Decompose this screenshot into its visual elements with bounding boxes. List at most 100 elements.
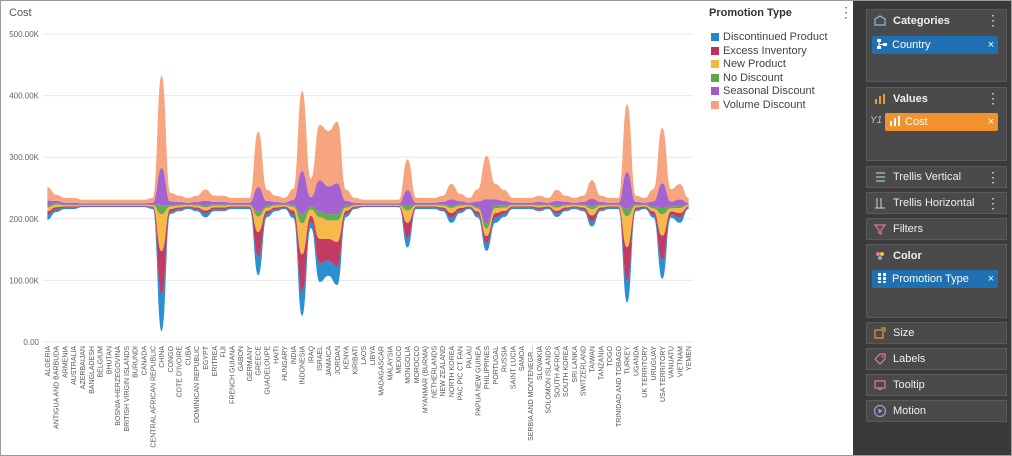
play-icon — [873, 404, 887, 418]
categories-menu-icon[interactable]: ⋮ — [986, 12, 1000, 28]
x-tick-label: INDIA — [291, 346, 298, 365]
x-tick-label: IRAQ — [308, 345, 315, 363]
streamgraph-chart[interactable]: 0.00 100.00K 200.00K 300.00K 400.00K 500.00K A… — [1, 1, 701, 456]
x-tick-label: FIJI — [221, 346, 228, 358]
x-tick-label: KIRIBATI — [352, 346, 359, 375]
x-tick-label: GUADELOUPE — [264, 346, 271, 395]
x-tick-label: LAOS — [361, 346, 368, 365]
x-tick-label: UK TERRITORY — [642, 346, 649, 398]
x-tick-label: USA TERRITORY — [660, 346, 667, 402]
labels-section[interactable]: Labels — [866, 348, 1007, 370]
color-label: Color — [893, 250, 922, 262]
x-tick-label: UGANDA — [633, 346, 640, 376]
x-tick-label: FRENCH GUIANA — [229, 346, 236, 404]
chart-area[interactable]: Cost 0.00 100.00K 200.00K 300.00K 400.00K 500… — [1, 1, 701, 456]
x-tick-label: KENYA — [344, 346, 351, 370]
color-header: Color — [867, 245, 1006, 269]
trellis-vertical-icon — [873, 170, 887, 184]
legend-item[interactable]: Volume Discount — [711, 99, 806, 111]
legend-item[interactable]: Excess Inventory — [711, 45, 807, 57]
legend-label: No Discount — [723, 71, 783, 84]
close-icon[interactable]: × — [987, 116, 995, 128]
values-menu-icon[interactable]: ⋮ — [986, 90, 1000, 106]
x-tick-label: MADAGASCAR — [379, 346, 386, 396]
legend-label: New Product — [723, 58, 786, 70]
x-tick-label: CENTRAL AFRICAN REPUBLIC — [150, 346, 157, 448]
size-section[interactable]: Size — [866, 322, 1007, 344]
close-icon[interactable]: × — [987, 39, 995, 51]
chart-title: Cost — [9, 7, 32, 19]
tooltip-section[interactable]: Tooltip — [866, 374, 1007, 396]
legend-swatch — [711, 60, 719, 68]
color-section[interactable]: Color Promotion Type × — [866, 244, 1007, 318]
categories-section[interactable]: Categories ⋮ Country × — [866, 9, 1007, 82]
legend-menu-icon[interactable]: ⋮ — [839, 4, 853, 20]
field-panel: Categories ⋮ Country × Values ⋮ Y1 — [853, 1, 1011, 455]
x-tick-label: CONGO — [168, 345, 175, 372]
tooltip-icon — [873, 378, 887, 392]
close-icon[interactable]: × — [987, 273, 995, 285]
x-tick-label: ANTIGUA AND BARBUDA — [54, 346, 61, 429]
promotion-type-chip[interactable]: Promotion Type × — [872, 270, 998, 288]
labels-label: Labels — [893, 353, 926, 365]
trellis-horizontal-label: Trellis Horizontal — [893, 197, 975, 209]
trellis-horizontal-menu-icon[interactable]: ⋮ — [986, 195, 1000, 211]
x-tick-label: SAMOA — [519, 346, 526, 372]
legend-swatch — [711, 100, 719, 109]
x-tick-label: GABON — [238, 346, 245, 371]
x-tick-label: PAPUA NEW GUINEA — [475, 346, 482, 416]
y-tick-label: 300.00K — [9, 153, 39, 162]
legend-item[interactable]: No Discount — [711, 72, 783, 84]
x-tick-label: COTE D'IVOIRE — [177, 346, 184, 398]
x-tick-label: CHINA — [159, 346, 166, 368]
trellis-vertical-label: Trellis Vertical — [893, 171, 962, 183]
x-tick-label: GERMANY — [247, 346, 254, 382]
values-label: Values — [893, 93, 928, 105]
motion-section[interactable]: Motion — [866, 400, 1007, 422]
tooltip-label: Tooltip — [893, 379, 925, 391]
legend-item[interactable]: Seasonal Discount — [711, 85, 815, 97]
x-tick-label: PORTUGAL — [493, 346, 500, 384]
categories-header: Categories ⋮ — [867, 10, 1006, 34]
y-tick-label: 400.00K — [9, 92, 39, 101]
trellis-horizontal-section[interactable]: Trellis Horizontal ⋮ — [866, 192, 1007, 214]
trellis-vertical-menu-icon[interactable]: ⋮ — [986, 169, 1000, 185]
x-tick-label: MALAYSIA — [387, 346, 394, 381]
x-tick-label: SOLOMON ISLANDS — [546, 346, 553, 414]
series-area[interactable] — [47, 75, 689, 204]
x-tick-label: NEW ZEALAND — [440, 346, 447, 397]
legend-item[interactable]: Discontinued Product — [711, 31, 828, 43]
x-tick-label: MOROCCO — [414, 345, 421, 383]
bar-chart-icon — [873, 92, 887, 106]
x-tick-label: ALGERIA — [45, 346, 52, 377]
cost-chip-label: Cost — [905, 116, 928, 128]
x-tick-label: DOMINICAN REPUBLIC — [194, 346, 201, 423]
country-chip[interactable]: Country × — [872, 36, 998, 54]
x-tick-label: SWITZERLAND — [581, 346, 588, 396]
dimension-icon — [874, 272, 890, 287]
x-tick-label: SOUTH KOREA — [563, 346, 570, 397]
trellis-vertical-section[interactable]: Trellis Vertical ⋮ — [866, 166, 1007, 188]
x-tick-label: SRI LANKA — [572, 346, 579, 383]
legend: Promotion Type ⋮ Discontinued Product Exc… — [703, 1, 853, 455]
series-area[interactable] — [47, 206, 689, 332]
color-icon — [873, 249, 887, 263]
x-tick-label: TAIWAN — [589, 346, 596, 372]
x-tick-label: PHILIPPINES — [484, 346, 491, 390]
legend-item[interactable]: New Product — [711, 58, 786, 70]
legend-title: Promotion Type — [709, 7, 792, 19]
x-tick-label: ISRAEL — [317, 346, 324, 371]
filters-section[interactable]: Filters — [866, 218, 1007, 240]
x-tick-label: NORTH KOREA — [449, 346, 456, 398]
cost-chip[interactable]: Cost × — [885, 113, 998, 131]
x-tick-label: CUBA — [185, 346, 192, 366]
series-area[interactable] — [47, 204, 689, 255]
x-tick-label: MEXICO — [396, 345, 403, 373]
categories-icon — [873, 14, 887, 28]
values-section[interactable]: Values ⋮ Y1 Cost × — [866, 87, 1007, 161]
promotion-type-chip-label: Promotion Type — [892, 273, 969, 285]
x-tick-label: URUGUAY — [651, 346, 658, 381]
motion-label: Motion — [893, 405, 927, 417]
x-tick-label: BRITISH VIRGIN ISLANDS — [124, 346, 131, 432]
